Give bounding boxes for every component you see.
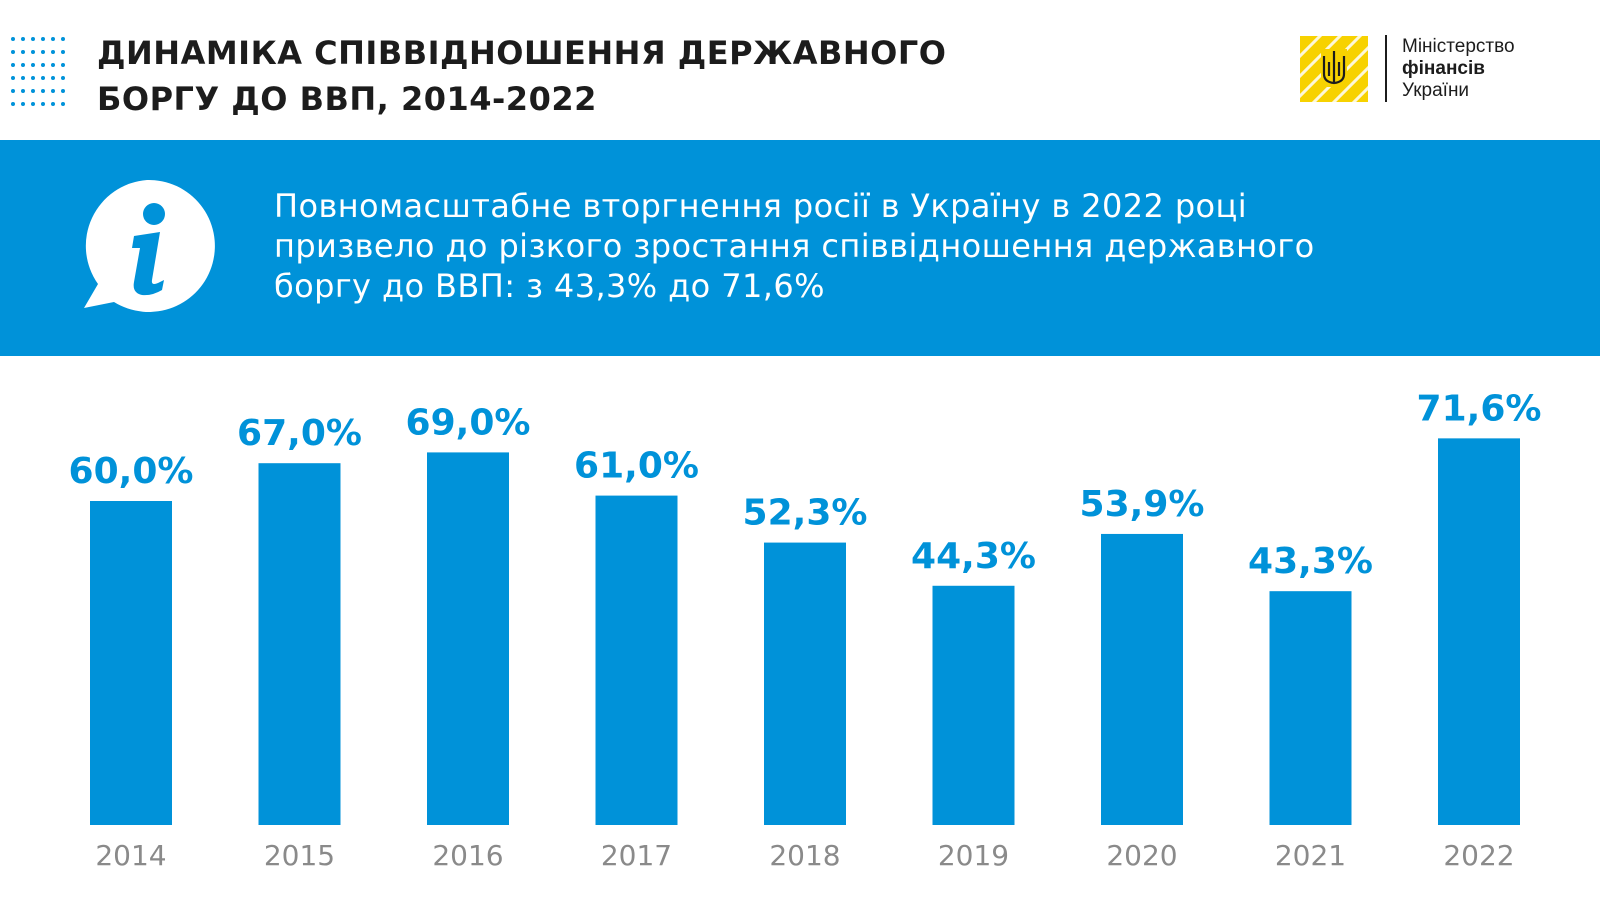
bar-2021	[1269, 591, 1352, 825]
value-label-2017: 61,0%	[574, 446, 699, 487]
bar-2014	[90, 501, 172, 825]
title-line-2: БОРГУ ДО ВВП, 2014-2022	[97, 80, 597, 118]
value-label-2015: 67,0%	[237, 413, 362, 454]
ministry-name: Міністерство фінансів України	[1402, 36, 1582, 102]
value-label-2021: 43,3%	[1248, 541, 1373, 582]
category-label-2017: 2017	[601, 839, 672, 872]
category-label-2022: 2022	[1443, 839, 1514, 872]
category-label-2019: 2019	[938, 839, 1009, 872]
category-label-2018: 2018	[769, 839, 840, 872]
bar-2018	[764, 542, 846, 825]
value-label-2022: 71,6%	[1417, 388, 1542, 429]
value-label-2020: 53,9%	[1080, 484, 1205, 525]
title-line-1: ДИНАМІКА СПІВВІДНОШЕННЯ ДЕРЖАВНОГО	[97, 34, 947, 72]
banner-line-1: Повномасштабне вторгнення росії в Україн…	[274, 187, 1248, 225]
bar-2020	[1101, 533, 1183, 825]
info-icon	[84, 179, 215, 312]
trident-icon	[1300, 36, 1368, 102]
bar-2019	[932, 585, 1015, 825]
bar-2017	[595, 495, 678, 825]
banner-line-2: призвело до різкого зростання співвіднош…	[274, 227, 1315, 265]
info-banner	[0, 140, 1600, 356]
page-title: ДИНАМІКА СПІВВІДНОШЕННЯ ДЕРЖАВНОГО БОРГУ…	[97, 30, 1097, 122]
category-label-2016: 2016	[432, 839, 503, 872]
banner-line-3: боргу до ВВП: з 43,3% до 71,6%	[274, 267, 825, 305]
ministry-name-line-3: України	[1402, 80, 1470, 101]
value-label-2014: 60,0%	[69, 451, 194, 492]
category-label-2015: 2015	[264, 839, 335, 872]
debt-to-gdp-bar-chart: 60,0% 2014 67,0% 2015 69,0% 2016 61,0% 2017 52,3…	[69, 388, 1542, 872]
bar-2016	[427, 452, 509, 825]
category-label-2014: 2014	[95, 839, 166, 872]
logo-divider	[1385, 35, 1387, 102]
value-label-2018: 52,3%	[743, 493, 868, 534]
bar-2015	[258, 463, 341, 825]
value-label-2019: 44,3%	[911, 536, 1036, 577]
ministry-name-line-2: фінансів	[1402, 58, 1485, 79]
category-label-2021: 2021	[1275, 839, 1346, 872]
category-label-2020: 2020	[1106, 839, 1177, 872]
ministry-name-line-1: Міністерство	[1402, 36, 1515, 57]
ministry-emblem-logo	[1300, 36, 1368, 102]
decorative-dot-grid	[11, 37, 65, 106]
bar-2022	[1438, 438, 1520, 825]
banner-message: Повномасштабне вторгнення росії в Україн…	[274, 186, 1574, 306]
value-label-2016: 69,0%	[406, 402, 531, 443]
